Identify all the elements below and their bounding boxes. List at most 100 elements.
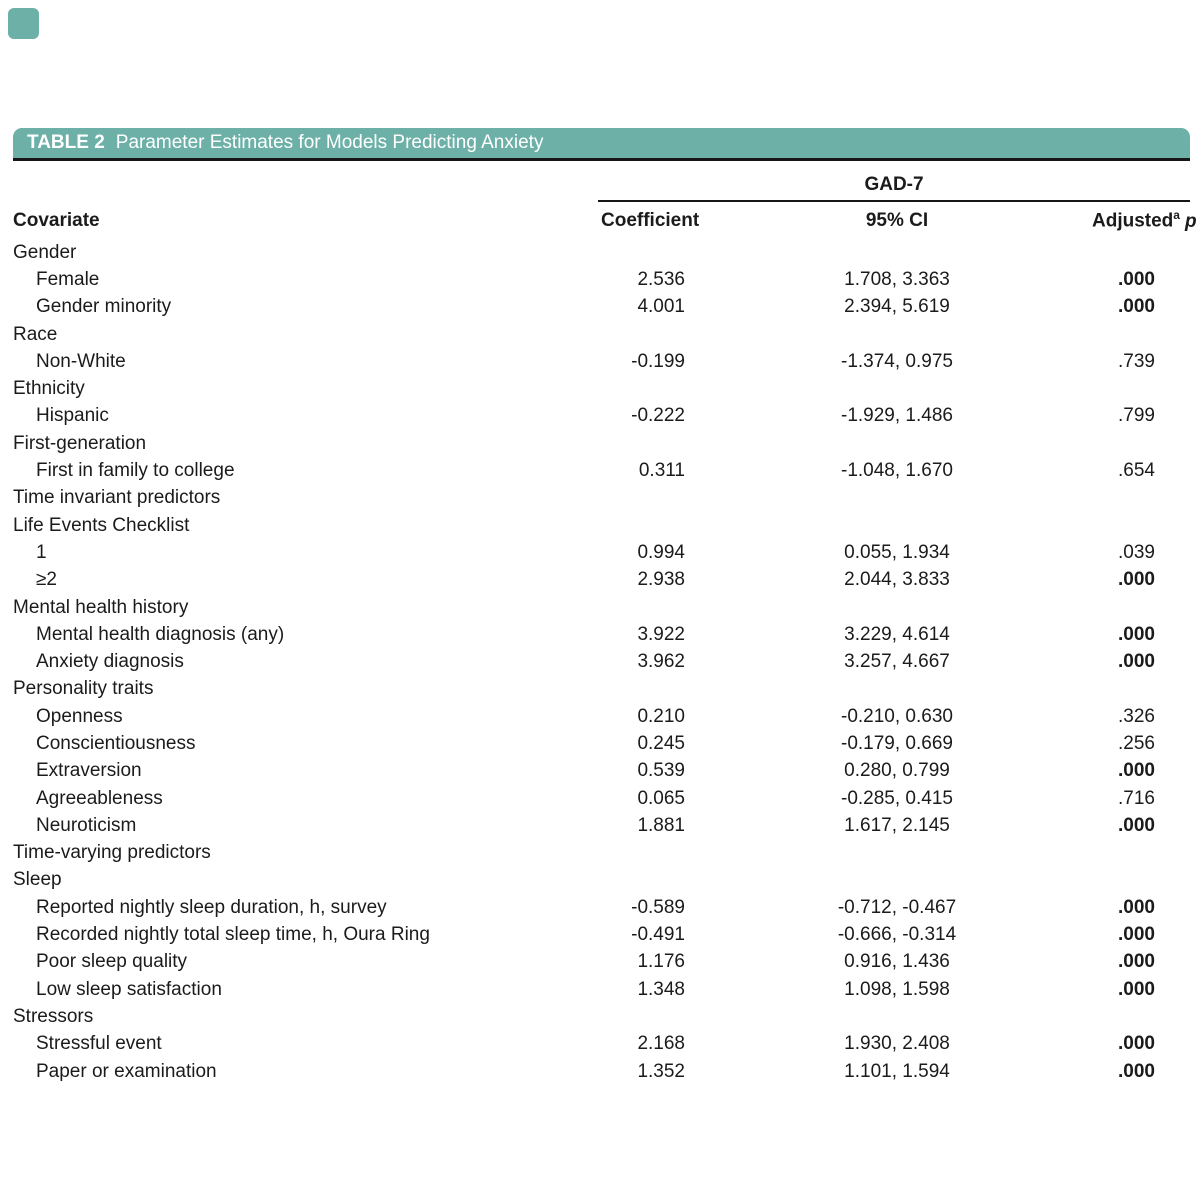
coefficient-cell: 0.539 xyxy=(637,760,685,782)
ci-cell: -0.179, 0.669 xyxy=(841,732,953,754)
table-row: 1 0.994 0.055, 1.934 .039 xyxy=(13,539,1190,566)
table-row: Poor sleep quality 1.176 0.916, 1.436 .000 xyxy=(13,949,1190,976)
ci-cell: 0.055, 1.934 xyxy=(844,541,950,563)
table-row: Paper or examination 1.352 1.101, 1.594 .00… xyxy=(13,1058,1190,1085)
table-row: Gender minority 4.001 2.394, 5.619 .000 xyxy=(13,294,1190,321)
coefficient-cell: 4.001 xyxy=(637,296,685,318)
corner-accent-square xyxy=(8,8,39,39)
covariate-cell: Anxiety diagnosis xyxy=(36,651,184,673)
table-row: Reported nightly sleep duration, h, surv… xyxy=(13,894,1190,921)
ci-cell: 2.044, 3.833 xyxy=(844,569,950,591)
covariate-cell: Race xyxy=(13,323,58,345)
table-row: Stressful event 2.168 1.930, 2.408 .000 xyxy=(13,1031,1190,1058)
table-row: Mental health diagnosis (any) 3.922 3.229,… xyxy=(13,621,1190,648)
ci-cell: -1.929, 1.486 xyxy=(841,405,953,427)
footnote-marker-a: a xyxy=(1173,208,1180,223)
p-value-cell: .739 xyxy=(1118,350,1155,372)
gad7-spanner-header: GAD-7 xyxy=(598,161,1190,202)
p-value-cell: .000 xyxy=(1118,651,1155,673)
column-header-row: Covariate Coefficient 95% CI Adjusteda p xyxy=(13,202,1197,239)
covariate-cell: Stressful event xyxy=(36,1033,162,1055)
covariate-cell: Personality traits xyxy=(13,678,154,700)
table-group-row: Time-varying predictors xyxy=(13,840,1190,867)
p-value-cell: .000 xyxy=(1118,296,1155,318)
coefficient-cell: 1.352 xyxy=(637,1060,685,1082)
p-value-cell: .000 xyxy=(1118,760,1155,782)
adjusted-label: Adjusted xyxy=(1092,210,1174,232)
covariate-cell: Mental health diagnosis (any) xyxy=(36,623,285,645)
coefficient-cell: 3.922 xyxy=(637,623,685,645)
coefficient-cell: 2.938 xyxy=(637,569,685,591)
covariate-cell: Recorded nightly total sleep time, h, Ou… xyxy=(36,924,430,946)
covariate-cell: Hispanic xyxy=(36,405,109,427)
p-value-cell: .000 xyxy=(1118,896,1155,918)
covariate-cell: Agreeableness xyxy=(36,787,163,809)
coefficient-cell: 1.348 xyxy=(637,978,685,1000)
table-2: TABLE 2 Parameter Estimates for Models P… xyxy=(13,128,1197,1085)
covariate-cell: Paper or examination xyxy=(36,1060,217,1082)
table-row: Recorded nightly total sleep time, h, Ou… xyxy=(13,921,1190,948)
coefficient-cell: -0.491 xyxy=(631,924,685,946)
ci-cell: -0.712, -0.467 xyxy=(837,896,957,918)
covariate-cell: 1 xyxy=(36,541,47,563)
p-value-cell: .716 xyxy=(1118,787,1155,809)
table-row: Female 2.536 1.708, 3.363 .000 xyxy=(13,266,1190,293)
p-value-cell: .000 xyxy=(1118,951,1155,973)
covariate-cell: Ethnicity xyxy=(13,378,85,400)
table-title: Parameter Estimates for Models Predictin… xyxy=(115,132,544,153)
table-row: First in family to college 0.311 -1.048, 1… xyxy=(13,457,1190,484)
coefficient-cell: -0.222 xyxy=(631,405,685,427)
table-group-row: Stressors xyxy=(13,1003,1190,1030)
ci-cell: -0.210, 0.630 xyxy=(841,705,953,727)
table-group-row: Ethnicity xyxy=(13,375,1190,402)
table-row: Anxiety diagnosis 3.962 3.257, 4.667 .000 xyxy=(13,648,1190,675)
coefficient-cell: -0.589 xyxy=(631,896,685,918)
coefficient-cell: 3.962 xyxy=(637,651,685,673)
table-group-row: Personality traits xyxy=(13,676,1190,703)
covariate-cell: Gender minority xyxy=(36,296,172,318)
table-row: Extraversion 0.539 0.280, 0.799 .000 xyxy=(13,758,1190,785)
covariate-cell: Time-varying predictors xyxy=(13,842,211,864)
table-title-bar: TABLE 2 Parameter Estimates for Models P… xyxy=(13,128,1190,161)
table-row: Openness 0.210 -0.210, 0.630 .326 xyxy=(13,703,1190,730)
coefficient-cell: 0.065 xyxy=(637,787,685,809)
ci-cell: 3.257, 4.667 xyxy=(844,651,950,673)
ci-cell: -0.285, 0.415 xyxy=(841,787,953,809)
p-value-cell: .256 xyxy=(1118,732,1155,754)
table-group-row: Mental health history xyxy=(13,594,1190,621)
covariate-cell: Reported nightly sleep duration, h, surv… xyxy=(36,896,387,918)
p-value-cell: .000 xyxy=(1118,978,1155,1000)
table-group-row: Gender xyxy=(13,239,1190,266)
covariate-cell: Neuroticism xyxy=(36,814,137,836)
p-value-cell: .000 xyxy=(1118,1033,1155,1055)
table-row: Neuroticism 1.881 1.617, 2.145 .000 xyxy=(13,812,1190,839)
covariate-cell: First-generation xyxy=(13,432,147,454)
p-value-cell: .000 xyxy=(1118,924,1155,946)
p-value-cell: .000 xyxy=(1118,623,1155,645)
ci-cell: -1.374, 0.975 xyxy=(841,350,953,372)
gad7-label: GAD-7 xyxy=(864,174,924,195)
table-group-row: Race xyxy=(13,321,1190,348)
covariate-cell: Mental health history xyxy=(13,596,189,618)
p-value-cell: .000 xyxy=(1118,268,1155,290)
coefficient-cell: -0.199 xyxy=(631,350,685,372)
table-body: Gender Female 2.536 1.708, 3.363.000 Gender … xyxy=(13,239,1190,1085)
coefficient-cell: 0.210 xyxy=(637,705,685,727)
table-group-row: Life Events Checklist xyxy=(13,512,1190,539)
ci-cell: 1.101, 1.594 xyxy=(844,1060,950,1082)
ci-cell: 1.930, 2.408 xyxy=(844,1033,950,1055)
ci-cell: 1.098, 1.598 xyxy=(844,978,950,1000)
ci-cell: 1.708, 3.363 xyxy=(844,268,950,290)
coefficient-cell: 0.245 xyxy=(637,732,685,754)
p-label: p xyxy=(1184,210,1197,232)
covariate-cell: Sleep xyxy=(13,869,62,891)
covariate-cell: Life Events Checklist xyxy=(13,514,190,536)
p-value-cell: .326 xyxy=(1118,705,1155,727)
table-group-row: Time invariant predictors xyxy=(13,485,1190,512)
p-value-cell: .000 xyxy=(1118,814,1155,836)
covariate-cell: Conscientiousness xyxy=(36,732,196,754)
table-row: Conscientiousness 0.245 -0.179, 0.669 .256 xyxy=(13,730,1190,757)
p-value-cell: .000 xyxy=(1118,1060,1155,1082)
covariate-cell: First in family to college xyxy=(36,460,235,482)
col-header-coefficient: Coefficient xyxy=(601,209,700,231)
